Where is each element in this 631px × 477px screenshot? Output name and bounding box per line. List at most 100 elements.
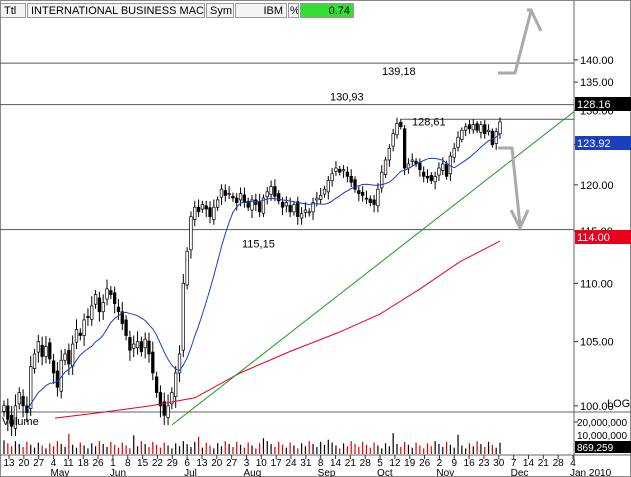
x-day-label: 18 xyxy=(78,458,90,469)
x-day-label: 16 xyxy=(464,458,476,469)
candle-body xyxy=(380,171,384,189)
candle-body xyxy=(204,205,208,210)
x-day-label: 17 xyxy=(271,458,283,469)
candle-body xyxy=(90,305,94,320)
x-day-label: 12 xyxy=(389,458,401,469)
x-day-label: 2 xyxy=(437,458,443,469)
x-day-label: 10 xyxy=(256,458,268,469)
candle-body xyxy=(246,200,250,208)
candle-body xyxy=(254,199,258,205)
x-day-label: 27 xyxy=(226,458,238,469)
candle-body xyxy=(364,197,369,200)
candle-body xyxy=(78,332,82,336)
candle-body xyxy=(315,197,319,201)
level-label: 130,93 xyxy=(330,92,364,104)
candle-body xyxy=(170,392,174,405)
up-scenario-arrow xyxy=(498,10,533,75)
candle-body xyxy=(303,209,308,213)
candle-body xyxy=(406,163,411,169)
candle-body xyxy=(120,311,124,324)
candle-body xyxy=(399,121,403,128)
candle-body xyxy=(208,207,212,217)
level-label: 115,15 xyxy=(242,239,275,251)
candle-body xyxy=(360,191,365,196)
x-month-label: Sep xyxy=(318,468,336,477)
candle-body xyxy=(280,201,285,208)
candle-body xyxy=(154,376,159,393)
candle-body xyxy=(2,405,6,412)
x-day-label: 22 xyxy=(152,458,164,469)
candle-body xyxy=(368,198,372,203)
x-day-label: 1 xyxy=(110,458,116,469)
candle-body xyxy=(345,171,350,177)
quote-header: Ttl INTERNATIONAL BUSINESS MACHS Sym IBM… xyxy=(0,0,631,20)
candle-body xyxy=(128,336,132,351)
level-label: 139,18 xyxy=(382,66,416,78)
candle-body xyxy=(231,195,235,199)
x-day-label: 20 xyxy=(211,458,223,469)
candle-body xyxy=(460,129,464,140)
x-day-label: 13 xyxy=(3,458,15,469)
candle-body xyxy=(269,186,273,195)
candle-body xyxy=(433,175,437,183)
price-tick-label: 120.00 xyxy=(580,180,614,192)
security-name-field[interactable]: INTERNATIONAL BUSINESS MACHS xyxy=(27,3,205,18)
symbol-field[interactable]: IBM xyxy=(235,3,287,18)
x-month-label: Jan 2010 xyxy=(570,468,612,477)
candle-body xyxy=(112,292,117,304)
candle-body xyxy=(490,130,495,145)
candle-body xyxy=(456,136,460,148)
candle-body xyxy=(71,343,75,367)
x-day-label: 8 xyxy=(125,458,131,469)
candle-body xyxy=(349,175,353,183)
x-day-label: 6 xyxy=(184,458,190,469)
volume-tick-label: 10,000,000 xyxy=(577,431,627,442)
candle-body xyxy=(212,206,216,220)
candle-body xyxy=(483,124,487,135)
candle-body xyxy=(322,188,327,195)
price-tick-label: 100.00 xyxy=(580,401,614,413)
ma50-line xyxy=(26,132,501,410)
x-day-label: 14 xyxy=(523,458,535,469)
candle-body xyxy=(67,349,71,365)
candle-body xyxy=(219,188,224,198)
x-month-label: Jun xyxy=(110,468,126,477)
candle-body xyxy=(357,190,361,194)
candle-body xyxy=(498,121,502,135)
candle-body xyxy=(29,366,33,409)
candle-body xyxy=(97,297,102,313)
ma200-line xyxy=(54,240,501,419)
scale-label: LOG xyxy=(607,398,630,410)
x-day-label: 9 xyxy=(451,458,457,469)
x-day-label: 24 xyxy=(285,458,297,469)
candle-body xyxy=(341,169,346,172)
candle-body xyxy=(6,405,10,420)
x-day-label: 19 xyxy=(404,458,416,469)
ttl-label[interactable]: Ttl xyxy=(0,3,26,18)
candle-body xyxy=(109,290,113,295)
candle-body xyxy=(86,316,90,318)
x-day-label: 28 xyxy=(360,458,372,469)
candle-body xyxy=(429,175,433,181)
candle-body xyxy=(273,186,277,197)
volume-badge xyxy=(575,441,631,453)
candle-body xyxy=(319,195,323,200)
up-scenario-arrowhead xyxy=(527,8,543,32)
volume-label: Volume xyxy=(2,416,39,428)
x-month-label: Oct xyxy=(377,468,393,477)
volume-badge-label: 869,259 xyxy=(577,443,614,454)
candle-body xyxy=(376,188,380,207)
candle-body xyxy=(132,343,136,349)
down-scenario-arrowhead xyxy=(509,209,530,232)
x-day-label: 8 xyxy=(318,458,324,469)
candle-body xyxy=(467,124,472,130)
candle-body xyxy=(51,360,56,374)
candle-body xyxy=(353,179,357,190)
x-month-label: Dec xyxy=(511,468,529,477)
price-tick-label: 105.00 xyxy=(580,337,614,349)
candle-body xyxy=(326,180,330,193)
candle-body xyxy=(13,405,18,429)
volume-tick-label: 20,000,000 xyxy=(577,418,627,429)
x-month-label: May xyxy=(51,468,70,477)
